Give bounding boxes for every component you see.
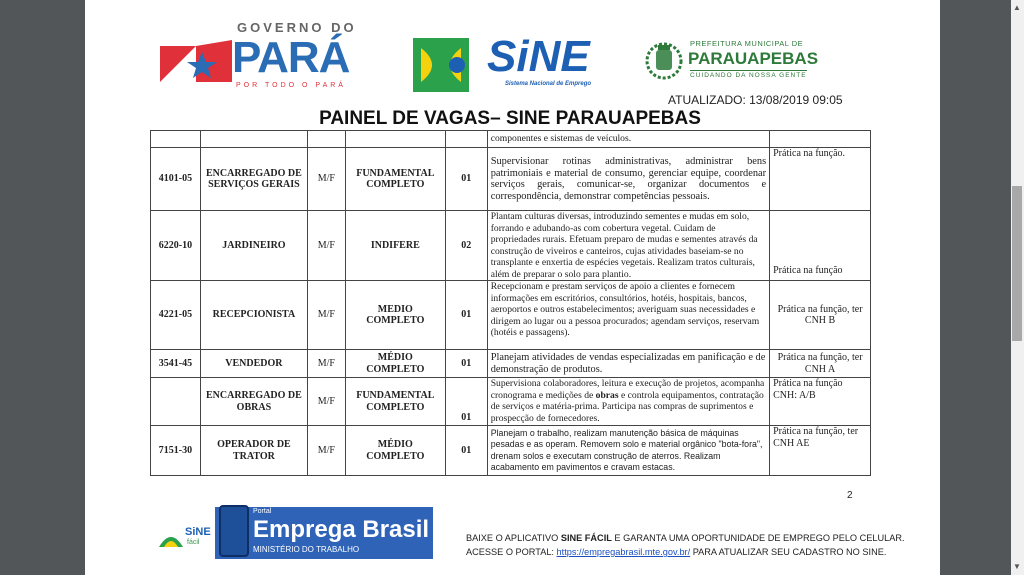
qty-cell: 01 — [444, 280, 488, 350]
para-flag-icon — [160, 40, 232, 82]
prefeitura-logo-tagline: CUIDANDO DA NOSSA GENTE — [690, 70, 807, 79]
sine-flag-icon — [413, 38, 469, 92]
sine-facil-flag-icon — [159, 537, 183, 547]
education-cell — [344, 130, 446, 148]
role-cell: ENCARREGADO DE OBRAS — [199, 377, 308, 426]
empregabrasil-logo: Portal Emprega Brasil MINISTÉRIO DO TRAB… — [215, 505, 433, 559]
role-cell — [199, 130, 308, 148]
qty-cell: 02 — [444, 210, 488, 281]
role-cell: VENDEDOR — [199, 349, 308, 378]
description-cell: componentes e sistemas de veículos. — [486, 130, 771, 148]
vertical-scrollbar[interactable]: ▲ ▼ — [1011, 0, 1024, 575]
requirements-cell: Prática na função, ter CNH AE — [769, 425, 871, 476]
description-cell: Planejam atividades de vendas especializ… — [486, 349, 771, 378]
para-logo-top: GOVERNO DO — [237, 20, 357, 35]
sex-cell: M/F — [306, 425, 346, 476]
scroll-down-icon[interactable]: ▼ — [1013, 562, 1021, 571]
page-title: PAINEL DE VAGAS– SINE PARAUAPEBAS — [319, 108, 701, 129]
role-cell: OPERADOR DE TRATOR — [199, 425, 308, 476]
sine-facil-sub: fácil — [187, 539, 200, 546]
scroll-up-icon[interactable]: ▲ — [1013, 3, 1021, 12]
sine-facil-logo: SiNE fácil — [155, 515, 215, 559]
scroll-thumb[interactable] — [1012, 186, 1022, 341]
sex-cell: M/F — [306, 147, 346, 211]
footer-line-1: BAIXE O APLICATIVO SINE FÁCIL E GARANTA … — [466, 533, 905, 543]
empregabrasil-banner[interactable]: SiNE fácil Portal Emprega Brasil MINISTÉ… — [155, 505, 433, 559]
footer-text: BAIXE O APLICATIVO SINE FÁCIL E GARANTA … — [466, 531, 905, 559]
phone-icon — [219, 505, 249, 557]
education-cell: MÉDIO COMPLETO — [344, 349, 446, 378]
table-row: 4221-05 RECEPCIONISTA M/F MEDIO COMPLETO… — [150, 280, 871, 350]
role-cell: JARDINEIRO — [199, 210, 308, 281]
role-cell: RECEPCIONISTA — [199, 280, 308, 350]
prefeitura-logo-top: PREFEITURA MUNICIPAL DE — [690, 39, 804, 48]
jobs-table: componentes e sistemas de veículos. 4101… — [150, 130, 871, 476]
prefeitura-logo-main: PARAUAPEBAS — [688, 49, 819, 68]
para-logo-tagline: POR TODO O PARÁ — [236, 82, 346, 89]
requirements-cell: Prática na função, ter CNH A — [769, 349, 871, 378]
education-cell: MEDIO COMPLETO — [344, 280, 446, 350]
education-cell: INDIFERE — [344, 210, 446, 281]
requirements-cell: Prática na função. — [769, 147, 871, 211]
code-cell — [150, 130, 201, 148]
code-cell: 3541-45 — [150, 349, 201, 378]
para-logo-main: PARÁ — [232, 33, 350, 82]
sine-logo-main: SiNE — [487, 32, 590, 81]
requirements-cell: Prática na função, ter CNH B — [769, 280, 871, 350]
qty-cell — [444, 130, 488, 148]
description-cell: Supervisionar rotinas administrativas, a… — [486, 147, 771, 211]
sex-cell — [306, 130, 346, 148]
education-cell: MÉDIO COMPLETO — [344, 425, 446, 476]
portal-link[interactable]: https://empregabrasil.mte.gov.br/ — [556, 547, 691, 557]
code-cell: 4221-05 — [150, 280, 201, 350]
description-cell: Recepcionam e prestam serviços de apoio … — [486, 280, 771, 350]
sex-cell: M/F — [306, 210, 346, 281]
qty-cell: 01 — [444, 377, 488, 426]
education-cell: FUNDAMENTAL COMPLETO — [344, 377, 446, 426]
description-cell: Planejam o trabalho, realizam manutenção… — [486, 425, 771, 476]
sex-cell: M/F — [306, 349, 346, 378]
qty-cell: 01 — [444, 425, 488, 476]
code-cell — [150, 377, 201, 426]
qty-cell: 01 — [444, 349, 488, 378]
footer-line-2: ACESSE O PORTAL: https://empregabrasil.m… — [466, 547, 887, 557]
role-cell: ENCARREGADO DE SERVIÇOS GERAIS — [199, 147, 308, 211]
code-cell: 7151-30 — [150, 425, 201, 476]
sex-cell: M/F — [306, 377, 346, 426]
sine-logo-sub: Sistema Nacional de Emprego — [505, 81, 592, 87]
sine-facil-main: SiNE — [185, 526, 211, 538]
code-cell: 6220-10 — [150, 210, 201, 281]
table-row: ENCARREGADO DE OBRAS M/F FUNDAMENTAL COM… — [150, 377, 871, 426]
coat-of-arms-icon — [645, 42, 683, 80]
table-row: 7151-30 OPERADOR DE TRATOR M/F MÉDIO COM… — [150, 425, 871, 476]
table-row: 3541-45 VENDEDOR M/F MÉDIO COMPLETO 01 P… — [150, 349, 871, 378]
updated-timestamp: ATUALIZADO: 13/08/2019 09:05 — [668, 93, 843, 107]
description-cell: Supervisiona colaboradores, leitura e ex… — [486, 377, 771, 426]
education-cell: FUNDAMENTAL COMPLETO — [344, 147, 446, 211]
requirements-cell: Prática na função — [769, 210, 871, 281]
page-number: 2 — [847, 490, 853, 501]
ministry-label: MINISTÉRIO DO TRABALHO — [253, 545, 360, 554]
code-cell: 4101-05 — [150, 147, 201, 211]
qty-cell: 01 — [444, 147, 488, 211]
table-row: 6220-10 JARDINEIRO M/F INDIFERE 02 Plant… — [150, 210, 871, 281]
sex-cell: M/F — [306, 280, 346, 350]
requirements-cell: Prática na função CNH: A/B — [769, 377, 871, 426]
description-cell: Plantam culturas diversas, introduzindo … — [486, 210, 771, 281]
portal-label: Portal — [253, 508, 272, 515]
portal-title: Emprega Brasil — [253, 516, 430, 543]
table-row: componentes e sistemas de veículos. — [150, 130, 871, 148]
table-row: 4101-05 ENCARREGADO DE SERVIÇOS GERAIS M… — [150, 147, 871, 211]
requirements-cell — [769, 130, 871, 148]
